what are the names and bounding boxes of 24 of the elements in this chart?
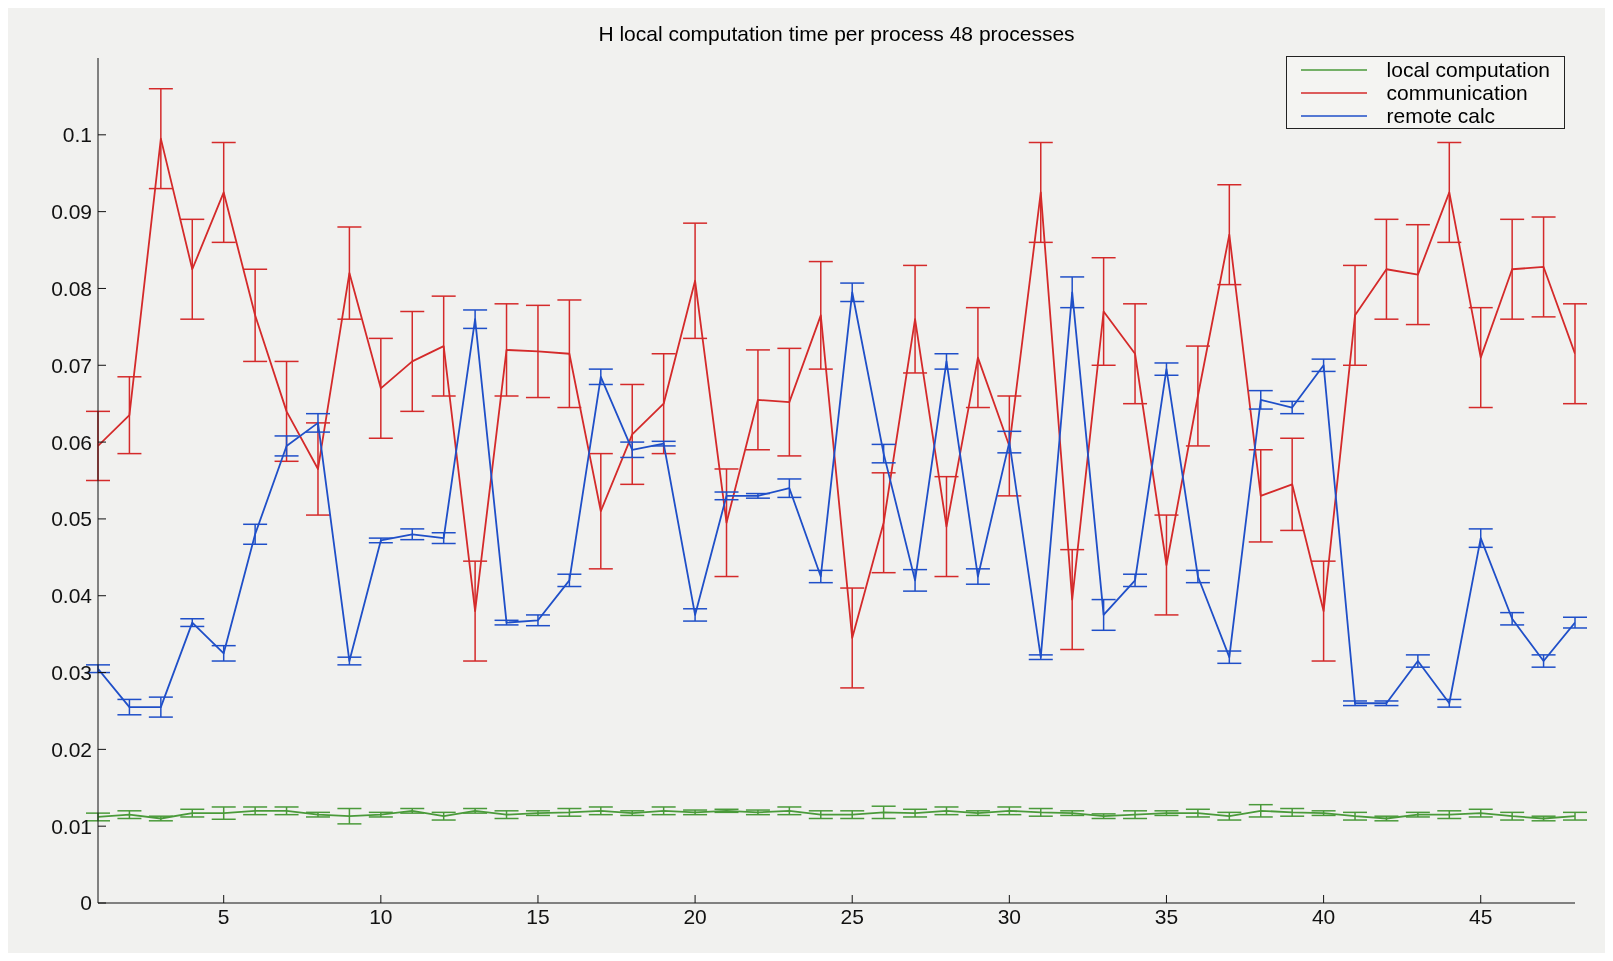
x-tick-label: 35	[1154, 904, 1179, 928]
x-tick-label: 10	[369, 904, 393, 928]
y-tick-label: 0.05	[51, 507, 92, 531]
y-tick-label: 0	[80, 891, 92, 915]
x-tick-label: 30	[997, 904, 1022, 928]
chart-title: H local computation time per process 48 processes	[597, 22, 1076, 46]
x-tick-label: 5	[217, 904, 230, 928]
y-tick-label: 0.06	[51, 430, 92, 454]
y-tick-label: 0.04	[51, 584, 93, 608]
x-tick-label: 45	[1469, 904, 1493, 928]
y-tick-label: 0.08	[51, 276, 92, 300]
x-tick-label: 25	[840, 904, 864, 928]
y-tick-label: 0.01	[51, 814, 92, 838]
y-tick-label: 0.02	[51, 737, 92, 761]
y-tick-label: 0.09	[51, 200, 92, 224]
x-tick-label: 20	[683, 904, 707, 928]
x-tick-label: 15	[526, 904, 550, 928]
x-tick-label: 40	[1311, 904, 1336, 928]
y-tick-label: 0.03	[51, 661, 92, 684]
legend-label: communication	[1386, 81, 1528, 104]
y-tick-label: 0.1	[62, 123, 92, 147]
legend-label: remote calc	[1386, 104, 1496, 127]
y-tick-label: 0.07	[51, 353, 92, 377]
legend-label: local computation	[1386, 58, 1550, 81]
